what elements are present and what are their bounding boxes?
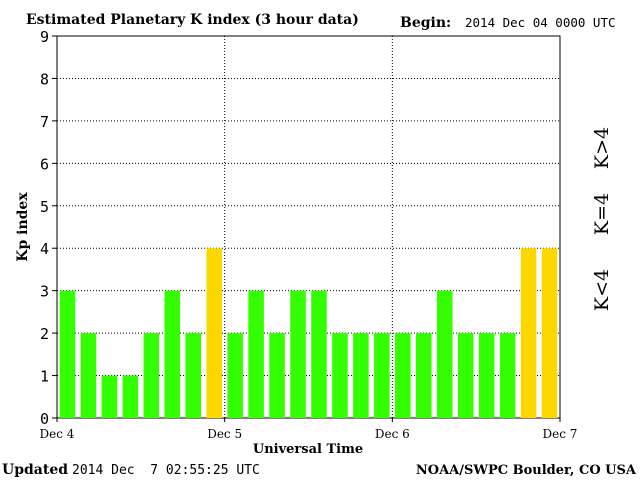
y-tick-label: 6: [40, 155, 49, 173]
y-tick-label: 1: [40, 368, 49, 386]
kp-bar: [269, 333, 285, 418]
y-axis-ticks: 0 1 2 3 4 5 6 7 8 9: [40, 28, 57, 428]
bar-series: [59, 248, 558, 418]
y-tick-label: 8: [40, 70, 49, 88]
y-axis-label: Kp index: [15, 192, 31, 262]
y-tick-label: 9: [40, 28, 49, 46]
y-tick-label: 7: [40, 113, 49, 131]
kp-bar: [499, 333, 516, 418]
kp-bar: [541, 248, 558, 418]
begin-value: 2014 Dec 04 0000 UTC: [465, 15, 616, 30]
kp-bar: [143, 333, 160, 418]
y-tick-label: 0: [40, 410, 49, 428]
kp-bar: [374, 333, 390, 418]
x-axis-ticks: Dec 4 Dec 5 Dec 6 Dec 7: [40, 418, 578, 441]
y-tick-label: 2: [40, 325, 49, 343]
kp-bar: [478, 333, 495, 418]
y-tick-label: 5: [40, 198, 49, 216]
y-tick-label: 4: [40, 240, 49, 258]
kp-bar: [520, 248, 537, 418]
kp-bar: [248, 290, 264, 418]
kp-bar: [185, 333, 201, 418]
kp-bar: [457, 333, 474, 418]
x-tick-label: Dec 7: [543, 427, 578, 441]
legend-equal: K=4: [591, 193, 613, 235]
kp-bar: [122, 375, 139, 418]
begin-label: Begin:: [400, 15, 451, 31]
kp-bar: [206, 248, 222, 418]
updated-label: Updated: [2, 462, 68, 478]
x-tick-label: Dec 6: [375, 427, 410, 441]
kp-bar: [101, 375, 118, 418]
credit-text: NOAA/SWPC Boulder, CO USA: [416, 463, 637, 478]
grid-lines: [57, 36, 560, 418]
kp-bar: [332, 333, 348, 418]
x-axis-label: Universal Time: [253, 442, 363, 457]
x-tick-label: Dec 4: [40, 427, 75, 441]
kp-bar: [395, 333, 411, 418]
kp-bar: [290, 290, 306, 418]
updated-value: 2014 Dec 7 02:55:25 UTC: [72, 463, 260, 478]
legend-below: K<4: [591, 269, 613, 311]
kp-bar: [227, 333, 243, 418]
kp-bar: [436, 290, 453, 418]
y-tick-label: 3: [40, 283, 49, 301]
kp-bar: [80, 333, 97, 418]
kp-bar: [353, 333, 369, 418]
kp-bar: [311, 290, 327, 418]
x-tick-label: Dec 5: [207, 427, 242, 441]
plot-frame: [56, 35, 561, 419]
kp-bar: [416, 333, 432, 418]
kp-bar: [164, 290, 181, 418]
chart-title: Estimated Planetary K index (3 hour data…: [26, 12, 359, 28]
kp-bar: [59, 290, 76, 418]
legend-above: K>4: [591, 127, 613, 169]
